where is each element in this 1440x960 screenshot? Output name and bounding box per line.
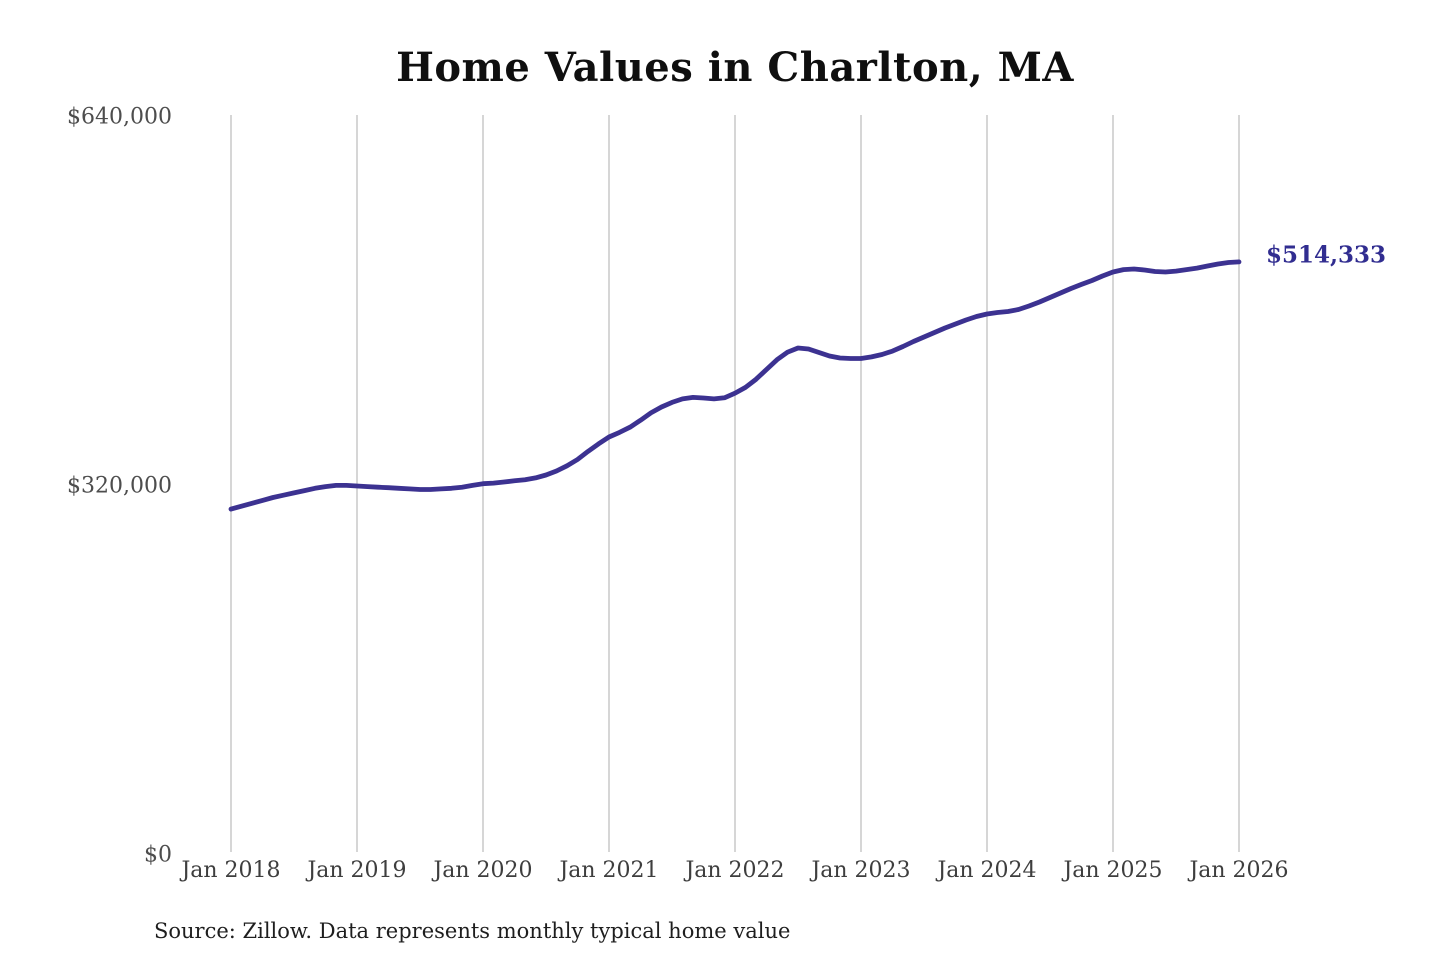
y-axis-tick-label: $320,000 (67, 473, 172, 499)
x-axis-tick-label: Jan 2018 (181, 858, 281, 883)
x-axis-tick-label: Jan 2025 (1063, 858, 1163, 883)
x-axis-tick-label: Jan 2022 (685, 858, 785, 883)
x-axis-tick-label: Jan 2020 (433, 858, 533, 883)
latest-value-label: $514,333 (1266, 241, 1387, 269)
grid-lines (230, 115, 1240, 852)
y-axis-tick-label: $640,000 (67, 104, 172, 130)
x-axis-tick-label: Jan 2021 (559, 858, 659, 883)
home-value-line (228, 259, 1242, 512)
x-axis-tick-label: Jan 2024 (937, 858, 1037, 883)
y-axis-tick-label: $0 (144, 842, 172, 868)
page-title: Home Values in Charlton, MA (396, 44, 1074, 91)
x-axis-tick-label: Jan 2026 (1189, 858, 1289, 883)
x-axis-tick-label: Jan 2019 (307, 858, 407, 883)
x-axis-tick-label: Jan 2023 (811, 858, 911, 883)
source-note: Source: Zillow. Data represents monthly … (154, 919, 791, 943)
